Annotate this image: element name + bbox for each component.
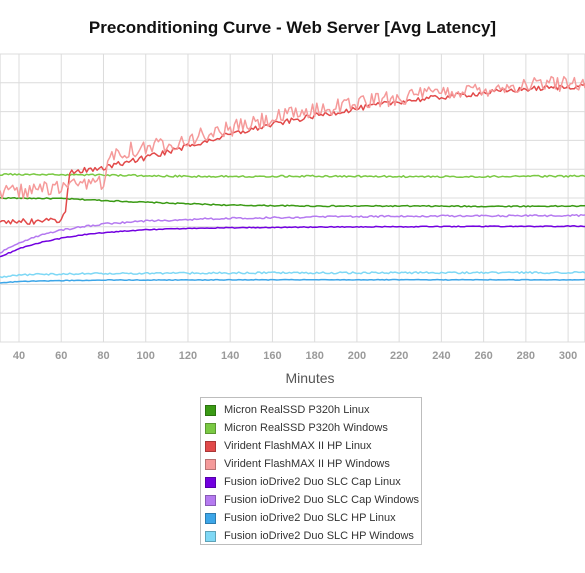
series-line-fusion-iodrive2-duo-slc-cap-windows bbox=[0, 213, 585, 254]
x-tick-label: 300 bbox=[559, 350, 577, 362]
grid-layer bbox=[0, 53, 585, 343]
x-tick-label: 160 bbox=[263, 350, 281, 362]
legend-label: Fusion ioDrive2 Duo SLC Cap Windows bbox=[224, 494, 420, 506]
x-tick-label: 40 bbox=[13, 350, 25, 362]
x-tick-label: 140 bbox=[221, 350, 239, 362]
legend-label: Micron RealSSD P320h Windows bbox=[224, 422, 388, 434]
legend-label: Virident FlashMAX II HP Linux bbox=[224, 440, 372, 452]
legend-label: Micron RealSSD P320h Linux bbox=[224, 404, 370, 416]
series-line-fusion-iodrive2-duo-slc-cap-linux bbox=[0, 225, 585, 258]
legend-swatch bbox=[205, 458, 216, 470]
x-tick-label: 240 bbox=[432, 350, 450, 362]
legend-swatch bbox=[205, 404, 216, 416]
legend-label: Fusion ioDrive2 Duo SLC HP Windows bbox=[224, 530, 414, 542]
legend-item: Virident FlashMAX II HP Linux bbox=[201, 437, 421, 455]
x-axis-label: Minutes bbox=[285, 370, 335, 386]
legend-swatch bbox=[205, 494, 216, 506]
series-line-fusion-iodrive2-duo-slc-hp-linux bbox=[0, 278, 585, 284]
series-layer bbox=[0, 75, 585, 284]
x-tick-label: 80 bbox=[97, 350, 109, 362]
legend-swatch bbox=[205, 440, 216, 452]
legend-label: Fusion ioDrive2 Duo SLC Cap Linux bbox=[224, 476, 401, 488]
legend-item: Fusion ioDrive2 Duo SLC HP Linux bbox=[201, 509, 421, 527]
legend-swatch bbox=[205, 512, 216, 524]
legend-swatch bbox=[205, 422, 216, 434]
legend-item: Micron RealSSD P320h Linux bbox=[201, 401, 421, 419]
plot-area: 40 60 80 100 120 140 160 180 200 220 240 260 280 300 bbox=[0, 53, 585, 362]
legend-swatch bbox=[205, 530, 216, 542]
tick-layer: 40 60 80 100 120 140 160 180 200 220 240 260 280 300 bbox=[13, 350, 577, 362]
legend-item: Fusion ioDrive2 Duo SLC Cap Windows bbox=[201, 491, 421, 509]
legend-item: Virident FlashMAX II HP Windows bbox=[201, 455, 421, 473]
legend-label: Fusion ioDrive2 Duo SLC HP Linux bbox=[224, 512, 396, 524]
chart-title: Preconditioning Curve - Web Server [Avg … bbox=[88, 18, 497, 37]
legend-label: Virident FlashMAX II HP Windows bbox=[224, 458, 390, 470]
x-tick-label: 60 bbox=[55, 350, 67, 362]
x-tick-label: 120 bbox=[179, 350, 197, 362]
series-line-virident-flashmax-ii-hp-windows bbox=[0, 75, 585, 200]
legend-item: Fusion ioDrive2 Duo SLC Cap Linux bbox=[201, 473, 421, 491]
x-tick-label: 100 bbox=[137, 350, 155, 362]
x-tick-label: 280 bbox=[517, 350, 535, 362]
legend-item: Micron RealSSD P320h Windows bbox=[201, 419, 421, 437]
legend-swatch bbox=[205, 476, 216, 488]
legend-item: Fusion ioDrive2 Duo SLC HP Windows bbox=[201, 527, 421, 545]
series-line-fusion-iodrive2-duo-slc-hp-windows bbox=[0, 271, 585, 279]
x-tick-label: 260 bbox=[474, 350, 492, 362]
x-tick-label: 220 bbox=[390, 350, 408, 362]
series-line-micron-realssd-p320h-linux bbox=[0, 196, 585, 208]
series-line-micron-realssd-p320h-windows bbox=[0, 172, 585, 179]
legend: Micron RealSSD P320h Linux Micron RealSSD… bbox=[200, 397, 422, 545]
x-tick-label: 200 bbox=[348, 350, 366, 362]
x-tick-label: 180 bbox=[305, 350, 323, 362]
